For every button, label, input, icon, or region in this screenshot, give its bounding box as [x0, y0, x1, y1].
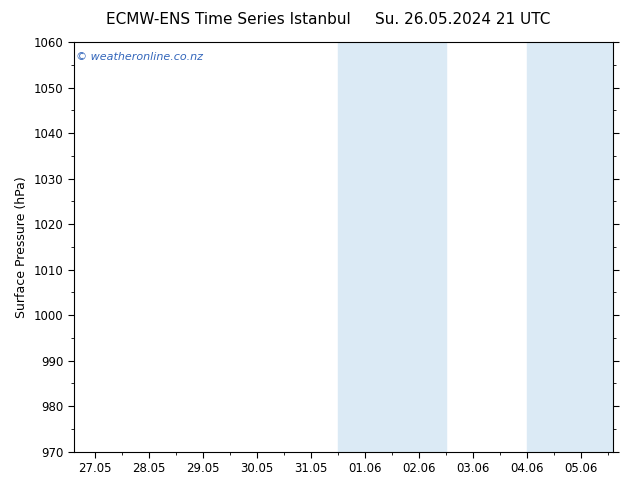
- Text: ECMW-ENS Time Series Istanbul: ECMW-ENS Time Series Istanbul: [106, 12, 351, 27]
- Y-axis label: Surface Pressure (hPa): Surface Pressure (hPa): [15, 176, 28, 318]
- Text: Su. 26.05.2024 21 UTC: Su. 26.05.2024 21 UTC: [375, 12, 550, 27]
- Bar: [527, 42, 614, 452]
- Bar: [338, 42, 446, 452]
- Text: © weatheronline.co.nz: © weatheronline.co.nz: [77, 52, 204, 62]
